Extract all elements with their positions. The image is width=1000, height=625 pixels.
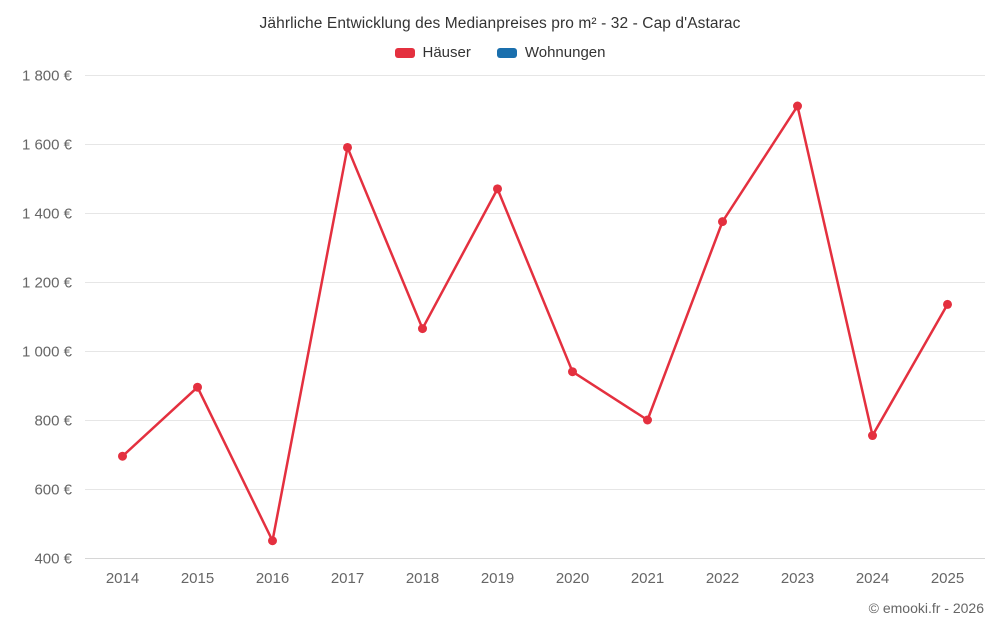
series-line-häuser <box>121 104 949 542</box>
legend-item-wohnungen[interactable]: Wohnungen <box>496 44 606 61</box>
x-axis-label: 2017 <box>331 570 364 587</box>
x-axis-label: 2024 <box>856 570 889 587</box>
legend-label: Wohnungen <box>524 44 606 61</box>
y-axis-label: 1 600 € <box>22 137 73 154</box>
data-point-häuser-2023[interactable] <box>793 101 802 111</box>
data-point-häuser-2015[interactable] <box>193 382 202 392</box>
data-point-häuser-2025[interactable] <box>943 299 952 309</box>
x-axis-label: 2022 <box>706 570 739 587</box>
x-axis-label: 2020 <box>556 570 589 587</box>
data-point-häuser-2014[interactable] <box>118 451 127 461</box>
x-axis-label: 2014 <box>106 570 139 587</box>
y-axis-label: 800 € <box>34 413 72 430</box>
x-axis-label: 2019 <box>481 570 514 587</box>
legend-label: Häuser <box>422 44 471 61</box>
copyright: © emooki.fr - 2026 <box>868 600 984 616</box>
chart-title: Jährliche Entwicklung des Medianpreises … <box>259 15 741 32</box>
data-point-häuser-2021[interactable] <box>643 415 652 425</box>
data-point-häuser-2016[interactable] <box>268 536 277 546</box>
x-axis-label: 2021 <box>631 570 664 587</box>
data-point-häuser-2018[interactable] <box>418 324 427 334</box>
y-axis-label: 1 400 € <box>22 206 73 223</box>
y-axis-label: 1 000 € <box>22 344 73 361</box>
data-point-häuser-2024[interactable] <box>868 431 877 441</box>
data-point-häuser-2022[interactable] <box>718 217 727 227</box>
x-axis-label: 2016 <box>256 570 289 587</box>
y-axis-label: 1 800 € <box>22 68 73 85</box>
x-axis-label: 2025 <box>931 570 964 587</box>
legend: Häuser Wohnungen <box>0 44 1000 61</box>
legend-swatch <box>496 47 517 58</box>
x-axis-label: 2018 <box>406 570 439 587</box>
y-axis-label: 600 € <box>34 482 72 499</box>
y-axis-label: 400 € <box>34 551 72 568</box>
legend-item-häuser[interactable]: Häuser <box>394 44 471 61</box>
data-point-häuser-2017[interactable] <box>343 142 352 152</box>
x-axis-label: 2015 <box>181 570 214 587</box>
data-point-häuser-2020[interactable] <box>568 367 577 377</box>
legend-swatch <box>394 47 415 58</box>
data-point-häuser-2019[interactable] <box>493 184 502 194</box>
x-axis-label: 2023 <box>781 570 814 587</box>
y-axis-label: 1 200 € <box>22 275 73 292</box>
